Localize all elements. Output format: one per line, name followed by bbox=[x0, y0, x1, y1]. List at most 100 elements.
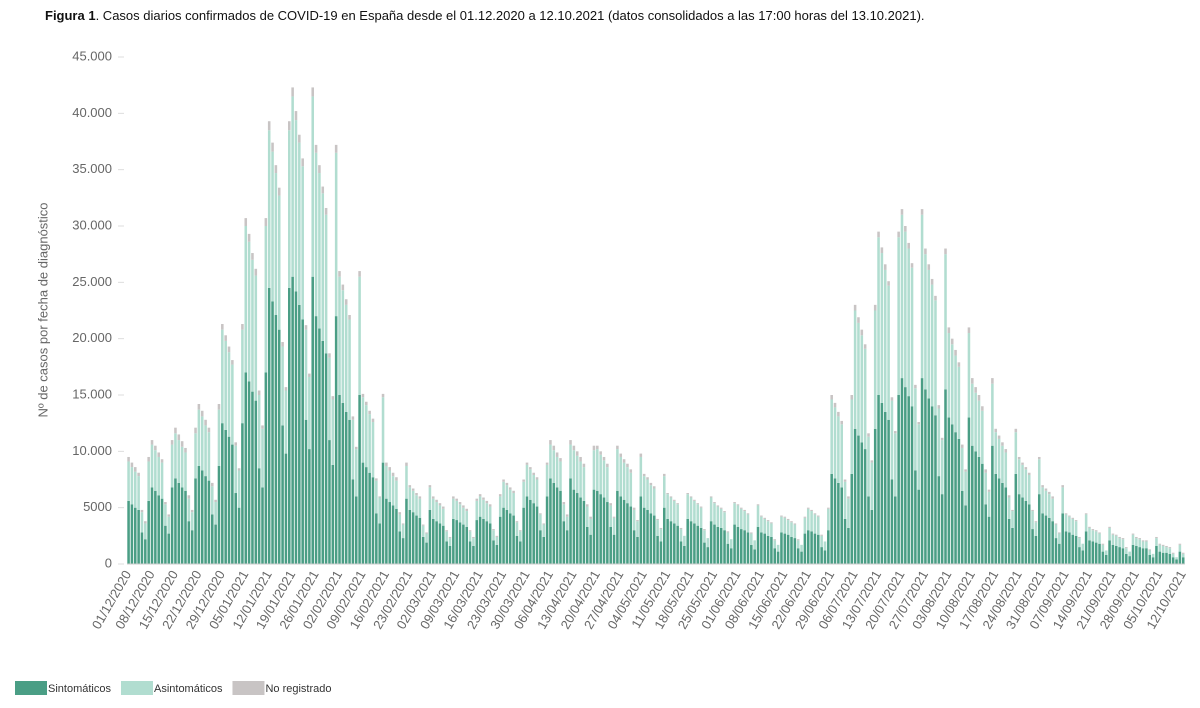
bar-segment bbox=[833, 478, 837, 564]
bar-segment bbox=[130, 504, 134, 564]
bar-segment bbox=[599, 451, 602, 455]
bar-segment bbox=[254, 400, 258, 564]
bar-segment bbox=[1088, 527, 1091, 541]
bar-segment bbox=[642, 507, 646, 564]
bar-segment bbox=[1125, 548, 1128, 554]
bar-segment bbox=[840, 420, 843, 425]
bar-segment bbox=[361, 462, 365, 564]
bar-segment bbox=[1101, 551, 1105, 564]
bar-segment bbox=[227, 436, 231, 564]
bar-segment bbox=[485, 521, 489, 564]
bar-segment bbox=[837, 411, 840, 417]
bar-segment bbox=[639, 496, 643, 564]
bar-segment bbox=[639, 456, 643, 497]
bar-segment bbox=[763, 533, 766, 564]
bar-segment bbox=[960, 444, 964, 448]
bar-segment bbox=[1171, 557, 1175, 564]
bar-segment bbox=[636, 536, 639, 564]
bar-segment bbox=[147, 456, 150, 462]
bar-segment bbox=[425, 533, 428, 543]
y-tick-label: 20.000 bbox=[72, 330, 112, 345]
bar-segment bbox=[823, 541, 827, 551]
bar-segment bbox=[783, 516, 787, 518]
bar-segment bbox=[930, 406, 934, 564]
bar-segment bbox=[244, 218, 248, 226]
bar-segment bbox=[659, 541, 663, 564]
bar-segment bbox=[960, 490, 964, 564]
bar-segment bbox=[897, 237, 900, 395]
bar-segment bbox=[452, 496, 455, 499]
bar-segment bbox=[937, 408, 941, 477]
bar-segment bbox=[1027, 472, 1031, 475]
bar-segment bbox=[1011, 509, 1014, 512]
bar-segment bbox=[452, 498, 455, 519]
bar-segment bbox=[140, 532, 144, 564]
bar-segment bbox=[468, 530, 472, 532]
bar-segment bbox=[428, 487, 432, 510]
bar-segment bbox=[261, 425, 264, 429]
bar-segment bbox=[947, 333, 951, 418]
bar-segment bbox=[1091, 529, 1095, 531]
bar-segment bbox=[947, 327, 951, 334]
bar-segment bbox=[331, 399, 335, 465]
bar-segment bbox=[445, 530, 448, 532]
bar-segment bbox=[770, 523, 773, 537]
bar-segment bbox=[1074, 535, 1078, 564]
bar-segment bbox=[1071, 534, 1075, 564]
bar-segment bbox=[880, 253, 884, 403]
bar-segment bbox=[395, 477, 398, 481]
bar-segment bbox=[646, 479, 649, 510]
bar-segment bbox=[328, 353, 331, 358]
bar-segment bbox=[1178, 551, 1182, 564]
legend-swatch bbox=[120, 681, 153, 695]
bar-segment bbox=[358, 276, 361, 395]
bar-segment bbox=[261, 428, 264, 488]
bar-segment bbox=[231, 364, 234, 445]
bar-segment bbox=[666, 494, 669, 519]
bar-segment bbox=[883, 411, 887, 564]
bar-segment bbox=[853, 428, 857, 564]
y-tick-label: 15.000 bbox=[72, 386, 112, 401]
bar-segment bbox=[194, 427, 197, 434]
bar-segment bbox=[1114, 534, 1118, 536]
bar-segment bbox=[1037, 459, 1041, 495]
title-text: . Casos diarios confirmados de COVID-19 … bbox=[96, 8, 925, 23]
bar-segment bbox=[341, 402, 345, 564]
bar-segment bbox=[495, 544, 499, 564]
bar-segment bbox=[662, 507, 666, 564]
bar-segment bbox=[1058, 532, 1061, 534]
bar-segment bbox=[539, 514, 542, 531]
bar-segment bbox=[954, 432, 957, 564]
bar-segment bbox=[944, 389, 947, 564]
bar-segment bbox=[1175, 557, 1178, 560]
bar-segment bbox=[699, 527, 703, 564]
bar-segment bbox=[1091, 541, 1095, 564]
bar-segment bbox=[662, 473, 666, 477]
bar-segment bbox=[622, 499, 626, 564]
bar-segment bbox=[609, 505, 612, 527]
bar-segment bbox=[458, 502, 462, 505]
bar-segment bbox=[1027, 474, 1031, 505]
bar-segment bbox=[157, 452, 160, 457]
bar-segment bbox=[575, 451, 579, 456]
bar-segment bbox=[713, 524, 716, 564]
bar-segment bbox=[944, 248, 947, 255]
bar-segment bbox=[462, 507, 465, 525]
bar-segment bbox=[1178, 544, 1182, 552]
bar-segment bbox=[589, 518, 592, 535]
bar-segment bbox=[890, 397, 894, 401]
bar-segment bbox=[827, 508, 830, 531]
bar-segment bbox=[907, 396, 910, 564]
bar-segment bbox=[830, 395, 833, 400]
bar-segment bbox=[636, 521, 639, 537]
bar-segment bbox=[207, 480, 211, 564]
bar-segment bbox=[994, 432, 998, 474]
bar-segment bbox=[482, 518, 485, 564]
bar-segment bbox=[783, 517, 787, 534]
bar-segment bbox=[693, 523, 696, 564]
bar-segment bbox=[626, 467, 629, 504]
bar-segment bbox=[606, 463, 609, 468]
bar-segment bbox=[790, 522, 793, 537]
bar-segment bbox=[1061, 513, 1064, 564]
bar-segment bbox=[184, 447, 187, 453]
